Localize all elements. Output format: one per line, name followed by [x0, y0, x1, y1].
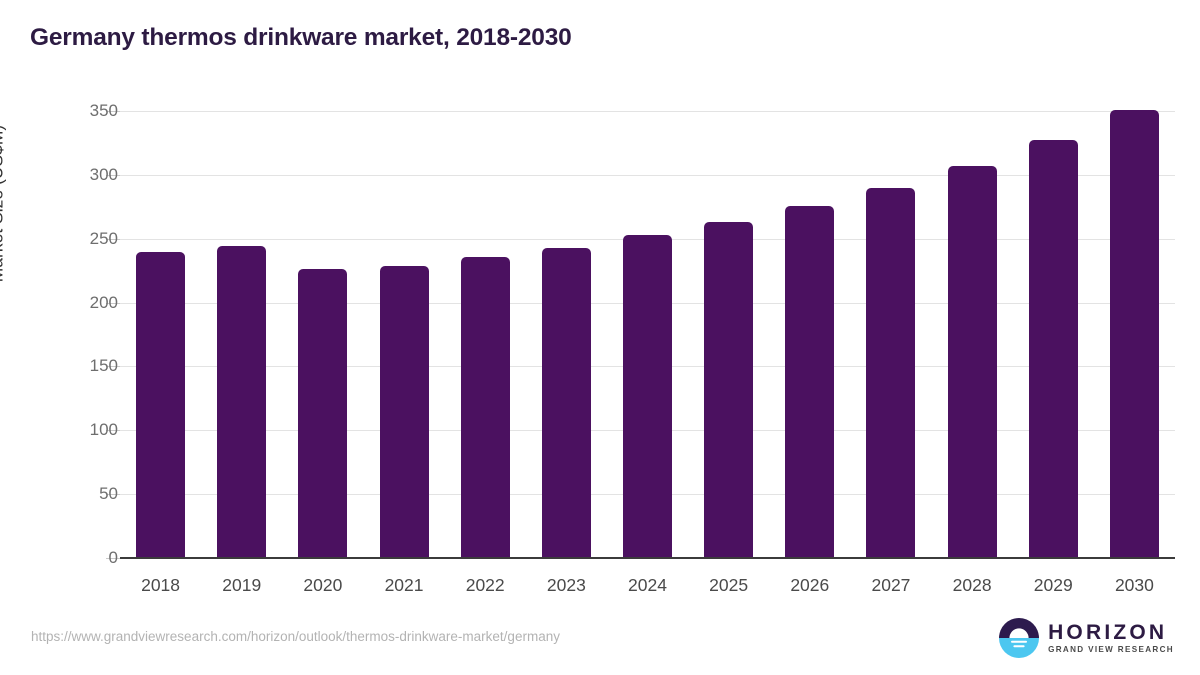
y-tick-mark	[106, 558, 120, 559]
bar[interactable]	[947, 165, 997, 558]
bar[interactable]	[460, 256, 510, 558]
bar[interactable]	[541, 247, 591, 558]
plot-area	[120, 109, 1175, 559]
bar-group[interactable]	[217, 246, 267, 558]
y-tick-label: 350	[89, 101, 118, 120]
bar[interactable]	[1028, 140, 1078, 558]
bar-group[interactable]	[379, 265, 429, 558]
x-tick-label: 2025	[709, 575, 749, 595]
y-tick-mark	[106, 494, 120, 496]
bar-group[interactable]	[704, 222, 754, 558]
bar-group[interactable]	[623, 234, 672, 558]
y-tick-label: 100	[89, 420, 118, 440]
gridline	[120, 111, 1175, 112]
x-tick-label: 2029	[1033, 575, 1073, 595]
y-tick-mark	[106, 174, 120, 176]
y-tick-label: 150	[89, 356, 118, 376]
y-tick-label: 50	[99, 484, 118, 504]
y-tick-mark	[106, 302, 120, 304]
bar[interactable]	[1109, 109, 1159, 558]
logo-text: HORIZON GRAND VIEW RESEARCH	[1048, 622, 1174, 654]
bar[interactable]	[379, 265, 429, 558]
y-tick-mark	[106, 430, 120, 432]
y-tick-label: 250	[89, 228, 118, 248]
page-title: Germany thermos drinkware market, 2018-2…	[30, 24, 572, 51]
x-tick-label: 2028	[952, 575, 992, 595]
y-tick-mark	[106, 238, 120, 240]
bar-group[interactable]	[1028, 140, 1078, 558]
y-tick-label: 200	[89, 292, 118, 312]
logo-tagline: GRAND VIEW RESEARCH	[1048, 644, 1174, 654]
bar-group[interactable]	[460, 256, 510, 558]
bar-group[interactable]	[298, 269, 348, 558]
y-tick-label: 0	[108, 548, 118, 567]
bar[interactable]	[217, 246, 267, 558]
horizon-sun-circle-icon	[999, 618, 1040, 658]
bar-group[interactable]	[947, 165, 997, 558]
x-tick-label: 2024	[628, 575, 667, 595]
logo-name: HORIZON	[1048, 620, 1168, 644]
bar[interactable]	[136, 251, 186, 558]
bar-group[interactable]	[136, 251, 186, 558]
bar[interactable]	[785, 205, 835, 558]
bar-group[interactable]	[541, 247, 591, 558]
x-tick-label: 2022	[465, 575, 505, 595]
x-tick-label: 2026	[790, 575, 830, 595]
x-tick-label: 2027	[871, 575, 911, 595]
x-tick-label: 2021	[384, 575, 424, 595]
y-tick-mark	[106, 111, 120, 112]
horizon-logo[interactable]: HORIZON GRAND VIEW RESEARCH	[999, 617, 1174, 659]
x-tick-label: 2030	[1114, 575, 1154, 595]
bar-group[interactable]	[866, 187, 916, 558]
y-axis-title: Market Size (US$M)	[0, 124, 7, 283]
bar[interactable]	[704, 222, 754, 558]
x-axis-line	[120, 557, 1175, 559]
bar-group[interactable]	[1109, 109, 1159, 558]
bar[interactable]	[298, 269, 348, 558]
x-tick-label: 2020	[303, 575, 343, 595]
x-tick-label: 2018	[141, 575, 181, 595]
y-tick-mark	[106, 366, 120, 368]
y-tick-label: 300	[89, 164, 118, 184]
x-tick-label: 2019	[222, 575, 262, 595]
bar-group[interactable]	[785, 205, 835, 558]
gridline	[120, 174, 1175, 176]
bar[interactable]	[866, 187, 916, 558]
source-url[interactable]: https://www.grandviewresearch.com/horizo…	[31, 629, 560, 644]
x-tick-label: 2023	[546, 575, 586, 595]
bar[interactable]	[623, 234, 672, 558]
